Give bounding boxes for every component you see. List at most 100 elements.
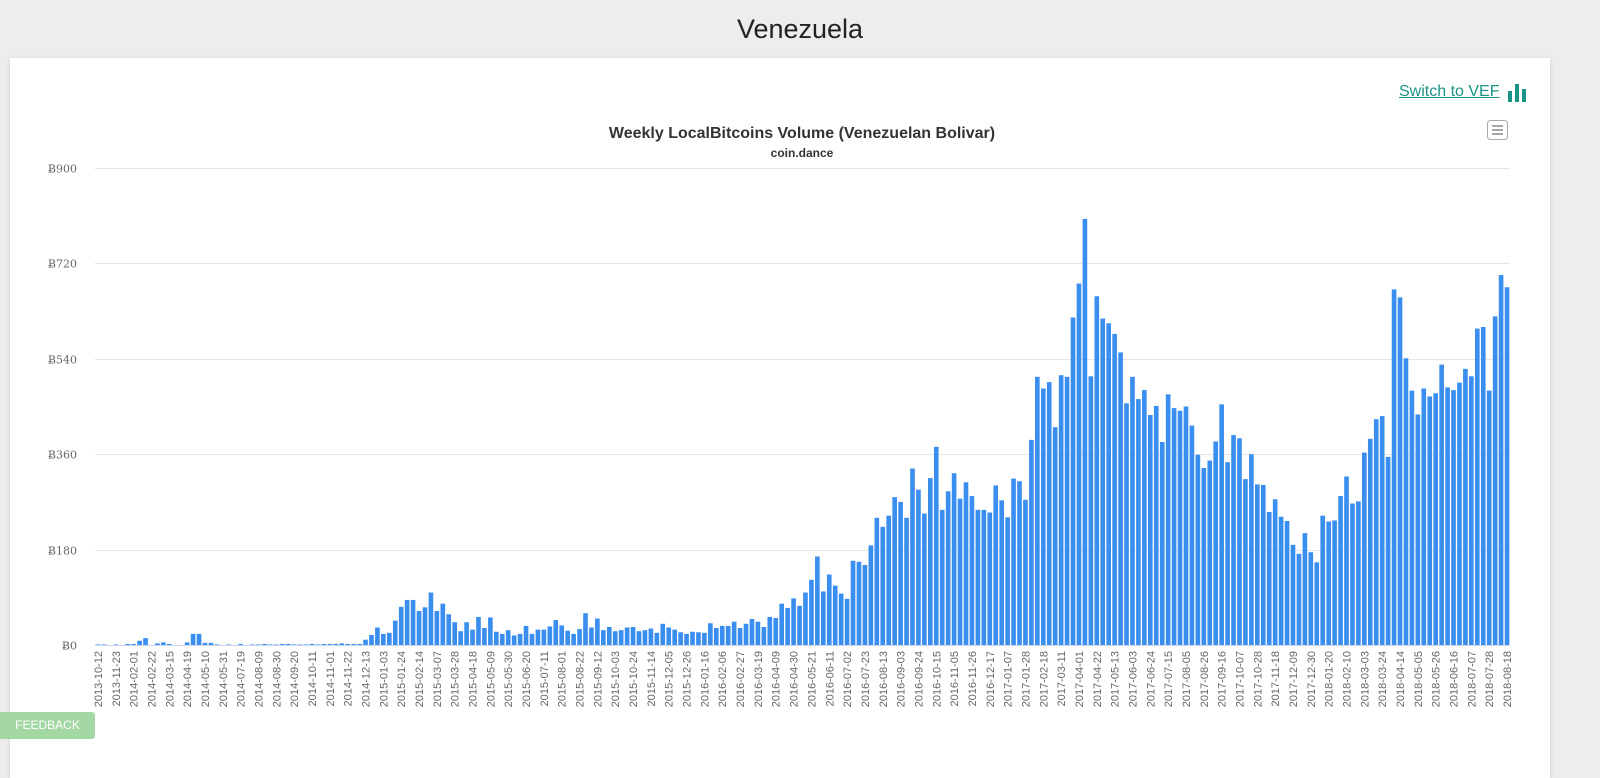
bar[interactable] (1112, 333, 1117, 645)
bar[interactable] (250, 644, 255, 645)
bar[interactable] (1213, 441, 1219, 645)
bar[interactable] (410, 599, 416, 645)
switch-to-vef-link[interactable]: Switch to VEF (1399, 82, 1527, 102)
bar[interactable] (1367, 438, 1373, 645)
bar[interactable] (1237, 438, 1242, 645)
bar[interactable] (1171, 408, 1177, 645)
bar[interactable] (369, 634, 374, 645)
bar[interactable] (202, 642, 208, 645)
bar[interactable] (488, 617, 493, 645)
bar[interactable] (1457, 382, 1462, 645)
bar[interactable] (862, 564, 868, 645)
bar[interactable] (553, 620, 559, 645)
bar[interactable] (321, 643, 327, 645)
bar[interactable] (779, 603, 785, 645)
bar[interactable] (1064, 376, 1070, 645)
bar[interactable] (404, 599, 410, 645)
bar[interactable] (838, 593, 844, 645)
bar[interactable] (357, 643, 362, 645)
bar[interactable] (1350, 503, 1355, 645)
bar[interactable] (1147, 414, 1153, 645)
bar[interactable] (226, 644, 232, 645)
bar[interactable] (214, 644, 220, 645)
bar[interactable] (440, 603, 446, 645)
bar[interactable] (1207, 460, 1213, 645)
bar[interactable] (1088, 376, 1094, 645)
bar[interactable] (535, 629, 541, 645)
bar[interactable] (1320, 515, 1326, 645)
bar[interactable] (1183, 406, 1189, 646)
bar[interactable] (1344, 476, 1349, 645)
bar[interactable] (969, 496, 975, 645)
bar[interactable] (1314, 562, 1320, 645)
bar[interactable] (95, 644, 101, 645)
bar[interactable] (161, 642, 166, 645)
bar[interactable] (1153, 405, 1159, 645)
bar[interactable] (1231, 435, 1236, 645)
bar[interactable] (678, 632, 683, 645)
bar[interactable] (541, 629, 547, 645)
bar[interactable] (1260, 484, 1266, 645)
bar[interactable] (274, 644, 279, 645)
bar[interactable] (303, 644, 309, 645)
bar[interactable] (1058, 375, 1064, 645)
bar[interactable] (256, 644, 261, 645)
bar[interactable] (398, 606, 404, 645)
bar[interactable] (1480, 327, 1486, 645)
bar[interactable] (1302, 533, 1308, 645)
bar[interactable] (464, 622, 469, 645)
bar[interactable] (696, 632, 701, 645)
bar[interactable] (1130, 376, 1135, 645)
bar[interactable] (1029, 439, 1034, 645)
bar[interactable] (933, 446, 939, 645)
bar[interactable] (1296, 553, 1302, 645)
bar[interactable] (101, 644, 107, 645)
bar[interactable] (922, 513, 927, 645)
bar[interactable] (190, 633, 196, 645)
bar[interactable] (1486, 390, 1492, 645)
bar[interactable] (874, 517, 880, 645)
bar[interactable] (1326, 521, 1331, 645)
bar[interactable] (279, 643, 285, 645)
bar[interactable] (755, 621, 761, 645)
bar[interactable] (1035, 376, 1040, 645)
bar[interactable] (1046, 382, 1052, 645)
bar[interactable] (815, 556, 820, 645)
bar[interactable] (1433, 393, 1438, 645)
bar[interactable] (601, 630, 606, 645)
bar[interactable] (1379, 416, 1385, 645)
bar[interactable] (1469, 376, 1474, 645)
bar[interactable] (1201, 467, 1207, 645)
bar[interactable] (702, 632, 707, 645)
bar[interactable] (1290, 544, 1296, 645)
bar[interactable] (630, 626, 636, 645)
bar[interactable] (1094, 296, 1100, 645)
bar[interactable] (743, 623, 749, 645)
bar[interactable] (1278, 516, 1284, 645)
bar[interactable] (422, 607, 428, 645)
bar[interactable] (1397, 297, 1403, 645)
bar[interactable] (850, 560, 856, 645)
bar[interactable] (910, 468, 915, 645)
bar[interactable] (1225, 462, 1230, 645)
bar[interactable] (446, 614, 452, 645)
bar[interactable] (1177, 410, 1183, 645)
bar[interactable] (1266, 511, 1272, 645)
bar[interactable] (476, 616, 481, 645)
bar[interactable] (708, 623, 713, 645)
bar[interactable] (1451, 390, 1456, 645)
bar[interactable] (1385, 456, 1391, 645)
bar[interactable] (1017, 481, 1022, 645)
bar[interactable] (1403, 358, 1409, 645)
bar[interactable] (612, 631, 618, 645)
bar[interactable] (1005, 517, 1010, 645)
bar[interactable] (761, 626, 767, 645)
bar[interactable] (1243, 479, 1248, 645)
bar[interactable] (1195, 454, 1201, 645)
bar[interactable] (666, 627, 672, 645)
bar[interactable] (113, 644, 119, 645)
bar[interactable] (993, 485, 999, 645)
bar[interactable] (844, 598, 850, 645)
bar[interactable] (470, 629, 475, 645)
bar[interactable] (767, 616, 773, 645)
